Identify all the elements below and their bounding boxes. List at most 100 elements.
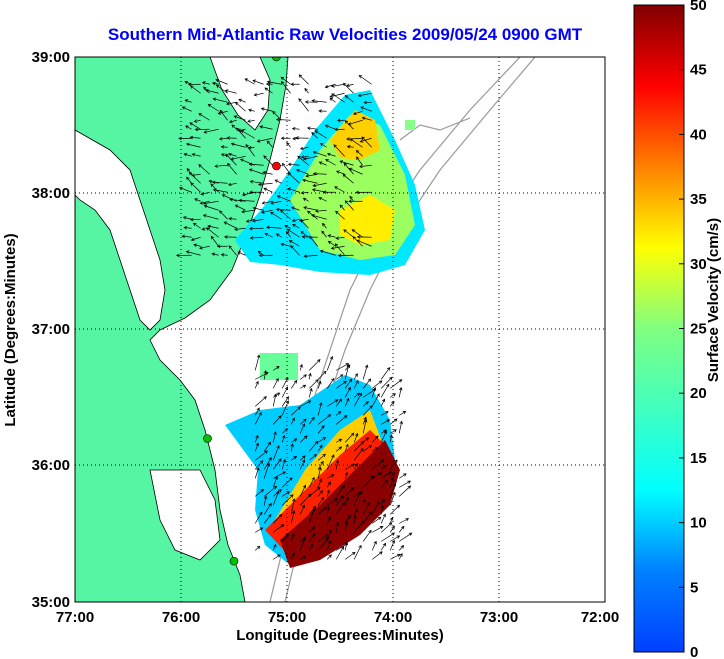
velocity-arrow [306,126,318,130]
velocity-arrow [292,136,300,141]
velocity-arrow [330,83,345,88]
velocity-arrow [380,398,386,407]
velocity-arrow [398,420,403,434]
colorbar: 0 5 10 15 20 25 30 35 40 45 50 Surface Velocity (c… [633,0,722,659]
velocity-arrow [227,162,237,175]
velocity-arrow [318,109,327,113]
velocity-arrow [191,173,201,177]
velocity-arrow [290,245,300,256]
velocity-arrow [186,168,192,175]
velocity-arrow [252,79,264,85]
velocity-arrow [192,222,201,229]
x-axis: 77:00 76:00 75:00 74:00 73:00 72:00 Long… [56,609,619,644]
velocity-arrow [339,204,345,211]
x-tick-label: 75:00 [268,609,306,626]
colorbar-label: Surface Velocity (cm/s) [705,218,722,382]
velocity-arrow [317,496,325,506]
velocity-arrow [291,126,300,131]
velocity-arrow [298,74,309,85]
velocity-arrow [321,222,327,229]
velocity-arrow [308,387,313,398]
y-tick-label: 37:00 [32,321,70,338]
velocity-arrow [188,171,201,184]
velocity-arrow [346,137,363,141]
velocity-arrow [292,224,300,229]
velocity-arrow [363,100,372,105]
velocity-arrow [336,438,343,443]
velocity-arrow [198,164,210,175]
velocity-arrow [291,438,298,443]
velocity-arrow [233,115,246,121]
velocity-arrow [327,240,336,247]
velocity-arrow [255,372,269,380]
velocity-arrow [220,145,228,149]
velocity-arrow [349,138,363,148]
velocity-arrow [263,485,278,497]
velocity-arrow [254,407,260,416]
velocity-arrow [234,227,246,231]
velocity-arrow [308,359,321,371]
velocity-arrow [357,92,372,98]
velocity-arrow [264,232,273,238]
velocity-arrow [300,384,307,389]
velocity-arrow [263,369,268,380]
velocity-arrow [234,204,246,211]
velocity-arrow [317,490,323,497]
velocity-arrow [302,178,318,184]
velocity-arrow [319,249,336,256]
velocity-arrow [380,479,389,488]
velocity-arrow [304,100,318,104]
velocity-arrow [249,236,264,240]
velocity-arrow [211,252,219,256]
velocity-arrow [226,136,237,140]
velocity-arrow [204,88,219,94]
velocity-arrow [272,110,282,121]
velocity-arrow [238,98,246,103]
velocity-arrow [335,495,344,506]
velocity-arrow [362,437,369,443]
velocity-arrow [185,250,201,256]
velocity-arrow [254,450,268,461]
velocity-arrow [300,231,309,238]
velocity-region-south [225,120,415,568]
velocity-arrow [308,454,317,461]
velocity-arrow [257,250,264,256]
velocity-arrow [286,142,291,148]
velocity-arrow [360,106,372,112]
velocity-arrow [272,475,278,488]
velocity-arrow [254,434,259,443]
velocity-arrow [206,227,219,238]
velocity-arrow [254,380,259,389]
velocity-arrow [329,92,345,98]
velocity-arrow [249,180,264,184]
velocity-arrow [318,196,327,202]
velocity-arrow [361,136,372,148]
colorbar-tick-label: 30 [690,256,707,273]
velocity-arrow [227,152,237,157]
radar-sites [203,57,281,566]
velocity-arrow [237,128,246,132]
velocity-arrow [371,501,380,515]
velocity-arrow [223,221,237,229]
velocity-arrow [398,553,403,560]
velocity-arrow [308,372,312,380]
velocity-arrow [260,209,273,214]
velocity-arrow [275,233,282,238]
velocity-arrow [353,508,358,515]
velocity-arrow [218,137,228,141]
velocity-arrow [362,501,370,515]
velocity-arrow [281,533,289,542]
velocity-arrow [280,80,291,94]
velocity-arrow [356,156,363,166]
velocity-arrow [326,481,331,488]
delaware-bay [209,57,271,131]
velocity-arrow [335,170,345,175]
velocity-arrow [353,380,359,389]
velocity-arrow [327,234,336,238]
y-tick-label: 36:00 [32,457,70,474]
velocity-arrow [398,544,405,551]
velocity-arrow [272,415,282,425]
velocity-arrow [353,392,361,398]
velocity-arrow [290,552,295,560]
velocity-arrow [302,155,318,161]
